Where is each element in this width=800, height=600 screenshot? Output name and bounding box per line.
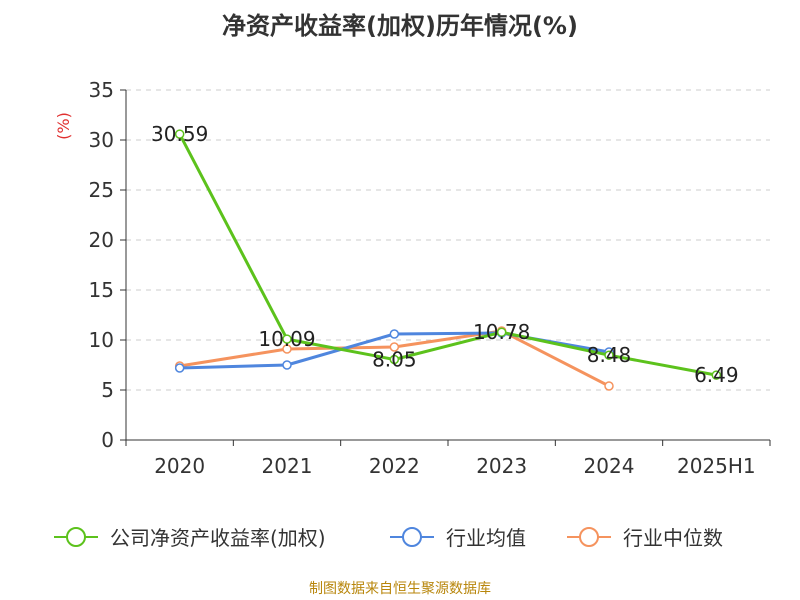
source-note: 制图数据来自恒生聚源数据库 [309,581,491,597]
y-tick-label: 30 [89,128,114,152]
data-point [496,327,507,337]
legend-marker [66,527,86,547]
series-line [178,133,717,377]
legend-marker [579,527,599,547]
chart-title: 净资产收益率(加权)历年情况(%) [222,12,578,40]
legend-label: 公司净资产收益率(加权) [110,526,326,550]
data-label: 10.09 [258,327,315,351]
x-tick-label: 2025H1 [677,454,756,478]
y-tick-label: 0 [101,428,114,452]
data-labels-layer: 30.59 10.09 8.05 10.78 8.48 6.49 [151,122,739,387]
data-point [711,370,722,380]
series-layer [174,129,722,391]
y-axis-label: (%) [54,112,73,140]
data-label: 8.05 [372,348,417,372]
y-tick-label: 10 [89,328,114,352]
data-label: 8.48 [587,343,632,367]
legend: 公司净资产收益率(加权) 行业均值 行业中位数 [54,526,723,550]
x-tick-label: 2023 [476,454,527,478]
y-tick-label: 20 [89,228,114,252]
y-tick-label: 35 [89,78,114,102]
data-point [282,334,292,344]
data-point [174,363,185,373]
data-label: 10.78 [473,320,530,344]
data-label: 30.59 [151,122,208,146]
legend-marker [402,527,422,547]
x-tick-label: 2024 [584,454,635,478]
legend-label: 行业中位数 [623,526,723,550]
x-tick-label: 2021 [262,454,313,478]
x-tick-label: 2020 [154,454,205,478]
data-point [282,360,292,370]
data-point [389,342,400,352]
data-point [282,344,292,354]
data-point [389,354,400,365]
data-point [604,350,614,360]
data-label: 6.49 [694,363,739,387]
data-point [604,381,614,391]
x-tick-label: 2022 [369,454,420,478]
y-tick-label: 5 [101,378,114,402]
y-tick-label: 15 [89,278,114,302]
data-point [174,129,185,139]
data-point [389,329,400,339]
legend-label: 行业均值 [446,526,526,550]
y-tick-label: 25 [89,178,114,202]
axes-layer: 0 5 10 15 20 25 30 35 2020 2021 2022 2023 2024 2025H1 [89,78,771,478]
